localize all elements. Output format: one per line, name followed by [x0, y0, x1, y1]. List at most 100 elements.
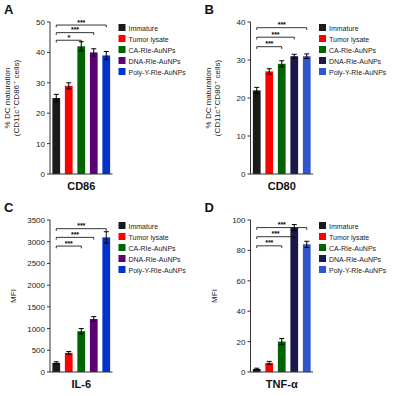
error-bar	[66, 83, 71, 89]
significance-label: ***	[278, 221, 286, 228]
error-bar	[279, 61, 284, 67]
error-bar	[91, 49, 96, 56]
y-tick-label: 80	[237, 246, 246, 255]
y-tick-label: 30	[237, 56, 246, 65]
y-tick-label: 40	[237, 18, 246, 27]
page: {"chart_data": [ {"type": "bar", "title"…	[0, 0, 401, 396]
y-tick-label: 40	[237, 307, 246, 316]
y-axis	[50, 22, 51, 174]
legend-swatch	[319, 46, 326, 53]
bracket-end	[256, 47, 257, 49]
legend-label: CA-RIe-AuNPs	[329, 47, 377, 54]
error-cap	[91, 321, 96, 322]
bar	[65, 353, 73, 372]
bar	[52, 98, 60, 174]
y-tick	[248, 372, 251, 373]
bracket-end	[294, 237, 295, 239]
error-bar	[54, 362, 59, 364]
error-cap	[254, 368, 259, 369]
error-cap	[66, 351, 71, 352]
error-stem	[93, 317, 94, 322]
error-stem	[281, 339, 282, 345]
error-cap	[292, 224, 297, 225]
significance-label: ***	[71, 26, 79, 33]
y-tick	[47, 52, 50, 53]
y-tick-label: 50	[36, 18, 45, 27]
y-tick-label: 2500	[27, 259, 45, 268]
error-bar	[279, 339, 284, 345]
legend-swatch	[119, 46, 126, 53]
y-tick-label: 10	[237, 132, 246, 141]
significance-label: *	[67, 34, 70, 41]
error-cap	[91, 316, 96, 317]
bracket-end	[56, 33, 57, 35]
legend-swatch	[319, 222, 326, 229]
y-tick-label: 1500	[27, 303, 45, 312]
error-stem	[306, 241, 307, 247]
y-tick-label: 3000	[27, 238, 45, 247]
legend-swatch	[319, 57, 326, 64]
x-axis	[251, 174, 314, 175]
significance-label: ***	[271, 230, 279, 237]
legend-swatch	[119, 244, 126, 251]
bar	[265, 363, 273, 372]
y-tick	[47, 372, 50, 373]
x-axis-label: CD80	[268, 180, 296, 192]
significance-label: ***	[278, 21, 286, 28]
bracket-end	[306, 28, 307, 30]
legend-swatch	[319, 266, 326, 273]
error-cap	[267, 361, 272, 362]
error-stem	[106, 51, 107, 59]
error-bar	[66, 352, 71, 355]
error-bar	[267, 361, 272, 364]
y-axis-label: MFI	[210, 289, 219, 303]
error-cap	[304, 53, 309, 54]
error-cap	[304, 241, 309, 242]
error-cap	[104, 51, 109, 52]
error-cap	[104, 243, 109, 244]
y-tick-label: 0	[41, 170, 46, 179]
legend-swatch	[119, 222, 126, 229]
legend-label: Poly-Y-RIe-AuNPs	[129, 69, 187, 77]
error-cap	[279, 344, 284, 345]
significance-label: ***	[77, 19, 85, 26]
error-cap	[79, 333, 84, 334]
y-tick	[47, 350, 50, 351]
error-cap	[267, 364, 272, 365]
bar	[290, 228, 298, 372]
marks	[52, 42, 110, 174]
y-tick	[248, 250, 251, 251]
legend-label: CA-RIe-AuNPs	[129, 245, 177, 252]
panel-label: C	[4, 200, 14, 215]
x-axis	[50, 372, 113, 373]
y-tick	[47, 263, 50, 264]
bracket-end	[93, 33, 94, 35]
bar	[278, 64, 286, 174]
panel: 020406080100MFITNF-αD*********ImmatureTu…	[205, 200, 387, 390]
error-cap	[304, 58, 309, 59]
error-cap	[279, 338, 284, 339]
legend-label: Immature	[129, 223, 159, 230]
bar	[265, 71, 273, 174]
y-axis-label: MFI	[9, 289, 18, 303]
y-tick	[47, 220, 50, 221]
y-tick	[47, 241, 50, 242]
legend-label: DNA-RIe-AuNPs	[129, 256, 182, 263]
error-cap	[79, 328, 84, 329]
y-tick-label: 0	[241, 170, 246, 179]
bracket-end	[56, 246, 57, 248]
y-tick	[47, 285, 50, 286]
y-axis-label-line: (CD11c⁺CD80⁺ cells)	[213, 60, 222, 137]
y-tick-label: 30	[36, 79, 45, 88]
legend-swatch	[319, 233, 326, 240]
y-axis	[50, 220, 51, 372]
legend-swatch	[119, 24, 126, 31]
error-cap	[54, 361, 59, 362]
figure: 01020304050% DC maturation(CD11c⁺CD86⁺ c…	[0, 0, 401, 396]
legend-label: Poly-Y-RIe-AuNPs	[329, 267, 387, 275]
y-tick	[248, 98, 251, 99]
error-bar	[304, 241, 309, 247]
bracket-end	[256, 237, 257, 239]
bar	[77, 331, 85, 372]
x-axis	[251, 372, 314, 373]
